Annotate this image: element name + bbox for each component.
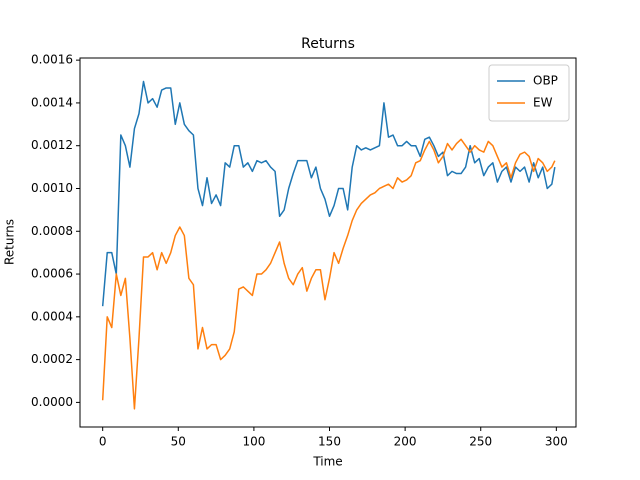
y-tick-label: 0.0016 [31,53,73,67]
y-axis-label: Returns [3,219,17,265]
x-axis-label: Time [312,455,342,469]
series-line [101,138,556,410]
legend-label: EW [533,96,553,110]
x-tick-label: 0 [99,435,107,449]
y-tick-label: 0.0008 [31,224,73,238]
x-tick-label: 300 [545,435,568,449]
x-tick-label: 100 [242,435,265,449]
legend-label: OBP [533,74,558,88]
y-tick-label: 0.0000 [31,395,73,409]
chart-title: Returns [301,36,355,52]
legend-box [488,64,570,122]
x-tick-label: 50 [171,435,186,449]
y-tick-label: 0.0012 [31,138,73,152]
y-tick-label: 0.0014 [31,95,73,109]
plot-frame [79,57,577,428]
x-tick-label: 250 [469,435,492,449]
x-tick-label: 150 [318,435,341,449]
y-tick-label: 0.0006 [31,267,73,281]
x-tick-label: 200 [394,435,417,449]
y-tick-label: 0.0004 [31,309,73,323]
y-tick-label: 0.0010 [31,181,73,195]
y-tick-label: 0.0002 [31,352,73,366]
series-line [101,80,556,307]
